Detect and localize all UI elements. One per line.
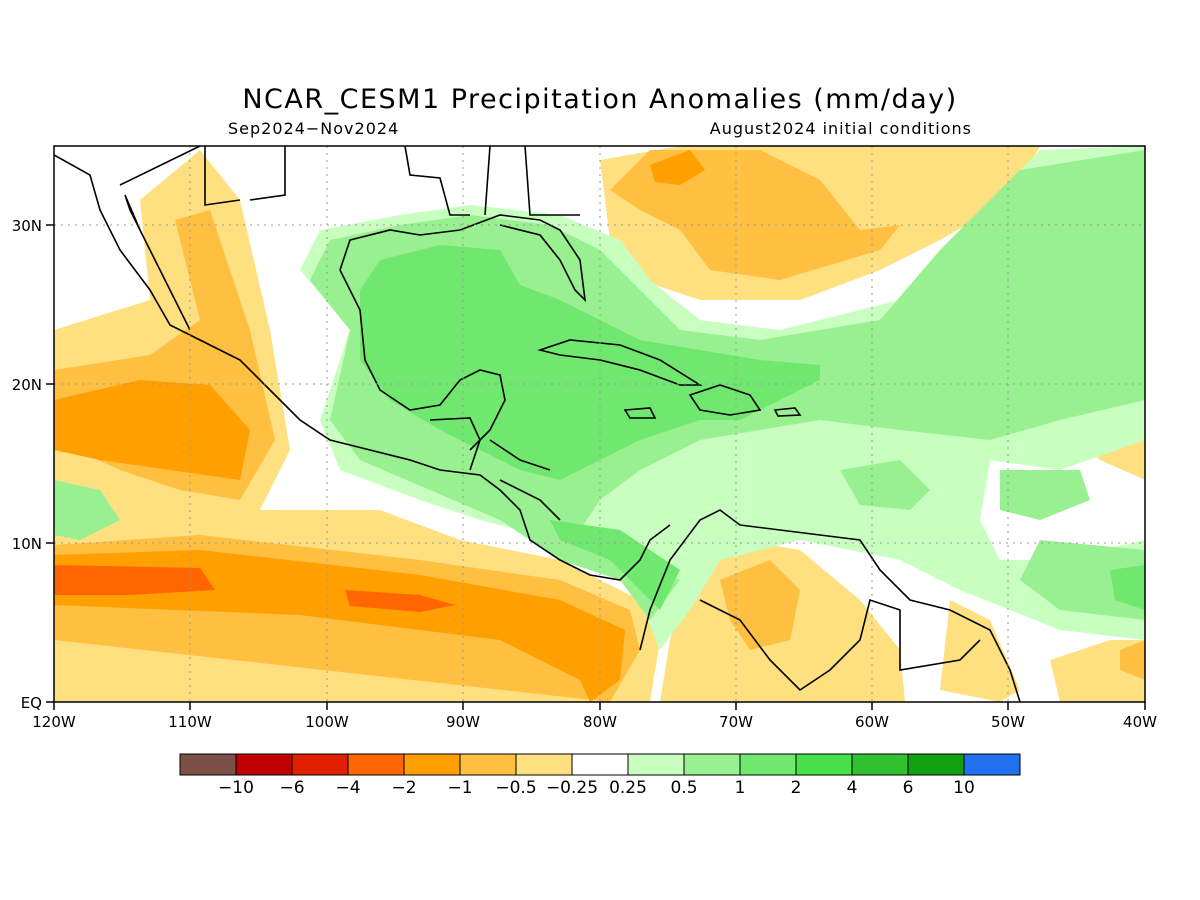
north-america-coast (54, 154, 671, 581)
colorbar-swatch (571, 753, 629, 776)
x-tick-label: 110W (168, 713, 212, 731)
map-title: NCAR_CESM1 Precipitation Anomalies (mm/d… (242, 84, 958, 115)
x-tick-label: 60W (855, 713, 889, 731)
y-tick-label: 30N (12, 217, 42, 235)
colorbar-label: 2 (791, 778, 802, 798)
y-tick-label: 20N (12, 376, 42, 394)
colorbar-swatch (291, 753, 349, 776)
jamaica (623, 407, 657, 419)
axis-ticks (46, 224, 1146, 710)
coastlines (54, 146, 1021, 702)
colorbar-label: 4 (847, 778, 858, 798)
colorbar-label: 0.25 (609, 778, 647, 798)
x-tick-label: 90W (446, 713, 480, 731)
colorbar-swatch (347, 753, 405, 776)
y-tick-label: EQ (21, 694, 42, 712)
colorbar-label: −0.5 (495, 778, 536, 798)
colorbar-swatch (795, 753, 853, 776)
mexico-gulf-coast (339, 269, 506, 451)
dry-region-west-atlantic-strong (650, 150, 705, 185)
hispaniola (688, 384, 762, 416)
dry-region-south-america-mod (720, 560, 1145, 680)
x-tick-label: 50W (991, 713, 1025, 731)
x-tick-label: 120W (32, 713, 76, 731)
colorbar-swatch (963, 753, 1021, 776)
y-tick-label: 10N (12, 535, 42, 553)
colorbar-label: −4 (335, 778, 360, 798)
colorbar-swatch (235, 753, 293, 776)
colorbar-label: −6 (279, 778, 304, 798)
south-america-borders (699, 598, 981, 692)
colorbar-label: 10 (953, 778, 975, 798)
colorbar-swatch (683, 753, 741, 776)
colorbar-swatch (739, 753, 797, 776)
colorbar-label: 0.5 (670, 778, 697, 798)
x-axis-labels: 120W 110W 100W 90W 80W 70W 60W 50W 40W (32, 713, 1157, 731)
south-america-coast (639, 509, 1021, 702)
colorbar-label: −1 (447, 778, 472, 798)
colorbar-label: 1 (735, 778, 746, 798)
gridlines (54, 146, 1145, 702)
colorbar-swatch (515, 753, 573, 776)
colorbar-swatch (179, 753, 237, 776)
us-borders (119, 146, 580, 216)
colorbar-label: 6 (903, 778, 914, 798)
colorbar-label: −0.25 (546, 778, 598, 798)
x-tick-label: 70W (719, 713, 753, 731)
colorbar-swatch (459, 753, 517, 776)
cuba (537, 339, 703, 386)
colorbar-swatch (403, 753, 461, 776)
dry-region-core (54, 565, 455, 612)
x-tick-label: 40W (1123, 713, 1157, 731)
colorbar-label: −10 (218, 778, 254, 798)
x-tick-label: 80W (583, 713, 617, 731)
colorbar-label: −2 (391, 778, 416, 798)
central-america-borders (429, 417, 561, 521)
dry-region-east-pacific-strong (54, 380, 625, 702)
anomaly-field (54, 146, 1145, 702)
y-axis-labels: EQ 10N 20N 30N (12, 217, 42, 712)
x-tick-label: 100W (305, 713, 349, 731)
colorbar-swatch (627, 753, 685, 776)
puerto-rico (773, 407, 802, 417)
wet-region-core (360, 245, 1145, 610)
colorbar (179, 753, 1021, 776)
colorbar-swatch (851, 753, 909, 776)
colorbar-swatch (907, 753, 965, 776)
colorbar-labels: −10 −6 −4 −2 −1 −0.5 −0.25 0.25 0.5 1 2 4 6 10 (218, 778, 975, 798)
initial-conditions: August2024 initial conditions (709, 119, 972, 138)
gulf-coast (339, 214, 587, 303)
forecast-period: Sep2024−Nov2024 (228, 119, 400, 138)
